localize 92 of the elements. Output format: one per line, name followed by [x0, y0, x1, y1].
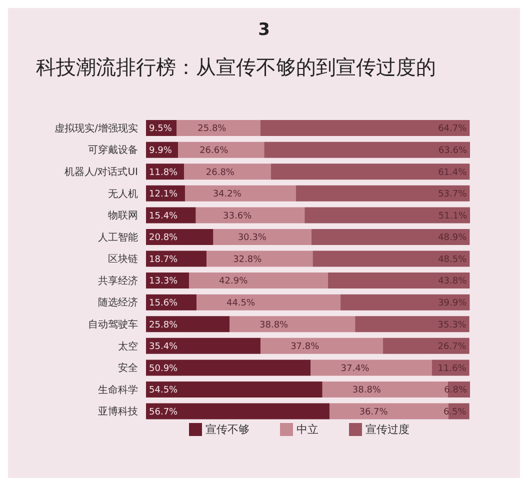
data-label: 35.3%: [438, 320, 467, 330]
y-tick-label: 人工智能: [98, 231, 138, 244]
bar: [270, 164, 470, 180]
data-label: 36.7%: [359, 407, 388, 418]
legend-label: 中立: [296, 423, 318, 436]
data-label: 12.1%: [149, 190, 178, 200]
data-label: 61.4%: [438, 168, 468, 178]
y-tick-label: 无人机: [108, 188, 138, 200]
bar: [176, 120, 260, 136]
bar: [184, 164, 271, 180]
data-label: 48.9%: [438, 233, 468, 244]
y-tick-label: 共享经济: [98, 274, 138, 287]
chart-title: 科技潮流排行榜：从宣传不够的到宣传过度的: [35, 54, 437, 81]
y-tick-label: 随选经济: [98, 296, 138, 309]
bar: [146, 360, 311, 376]
bar: [296, 185, 470, 202]
data-label: 38.8%: [352, 386, 382, 396]
data-label: 50.9%: [149, 364, 178, 374]
bar: [146, 250, 207, 267]
y-tick-label: 亚博科技: [98, 406, 138, 418]
bar: [189, 272, 328, 289]
data-label: 13.3%: [149, 276, 178, 287]
bar: [146, 207, 196, 224]
data-label: 48.5%: [438, 254, 468, 265]
y-tick-label: 物联网: [108, 210, 138, 222]
data-label: 54.5%: [149, 386, 178, 396]
data-label: 51.1%: [438, 211, 468, 222]
data-label: 64.7%: [438, 124, 468, 134]
y-tick-label: 太空: [118, 340, 138, 352]
bar: [340, 294, 470, 310]
data-label: 18.7%: [149, 254, 178, 265]
bar: [230, 316, 356, 332]
data-label: 63.6%: [438, 146, 468, 156]
data-label: 20.8%: [149, 233, 178, 244]
data-label: 6.8%: [444, 386, 468, 396]
bar: [260, 120, 470, 136]
bar: [146, 403, 330, 420]
data-label: 37.8%: [290, 342, 320, 352]
data-label: 26.8%: [206, 168, 235, 178]
bar: [312, 250, 470, 267]
data-label: 39.9%: [438, 298, 468, 308]
data-label: 56.7%: [149, 407, 178, 418]
bar: [206, 250, 313, 267]
data-label: 26.7%: [438, 342, 467, 352]
data-label: 9.5%: [149, 124, 172, 134]
bar: [260, 338, 383, 354]
bar: [146, 228, 214, 245]
bar: [328, 272, 470, 289]
data-label: 37.4%: [340, 364, 370, 374]
bar: [355, 316, 470, 332]
y-tick-label: 生命科学: [98, 384, 138, 396]
legend-label: 宣传过度: [366, 423, 410, 436]
y-tick-label: 安全: [118, 362, 138, 374]
bar: [382, 338, 470, 354]
bar: [146, 338, 261, 354]
bar: [146, 316, 230, 332]
data-label: 9.9%: [149, 146, 172, 156]
data-label: 33.6%: [223, 211, 252, 222]
bar: [310, 360, 432, 376]
y-tick-label: 机器人/对话式UI: [64, 166, 138, 178]
y-tick-label: 虚拟现实/增强现实: [54, 122, 138, 134]
data-label: 43.8%: [438, 276, 468, 287]
data-label: 32.8%: [233, 254, 262, 265]
bar: [196, 294, 341, 310]
data-label: 42.9%: [219, 276, 248, 287]
data-label: 53.7%: [438, 190, 468, 200]
legend-label: 宣传不够: [206, 423, 250, 436]
data-label: 25.8%: [198, 124, 227, 134]
data-label: 44.5%: [226, 298, 256, 308]
data-label: 34.2%: [212, 190, 242, 200]
data-label: 30.3%: [238, 233, 267, 244]
y-tick-label: 自动驾驶车: [88, 318, 138, 331]
bar: [213, 228, 312, 245]
data-label: 38.8%: [260, 320, 289, 330]
bar: [146, 381, 322, 398]
data-label: 11.6%: [438, 364, 467, 374]
bar: [178, 142, 264, 158]
data-label: 15.6%: [149, 298, 178, 308]
data-label: 26.6%: [200, 146, 229, 156]
bar: [304, 207, 470, 224]
bar: [185, 185, 296, 202]
bar: [311, 228, 470, 245]
bar: [264, 142, 470, 158]
data-label: 6.5%: [443, 407, 467, 418]
y-tick-label: 可穿戴设备: [88, 144, 138, 156]
data-label: 25.8%: [149, 320, 178, 330]
data-label: 15.4%: [149, 211, 178, 222]
data-label: 11.8%: [149, 168, 178, 178]
bar: [196, 207, 305, 224]
text: 3: [257, 19, 271, 40]
data-label: 35.4%: [149, 342, 178, 352]
y-tick-label: 区块链: [108, 253, 138, 266]
